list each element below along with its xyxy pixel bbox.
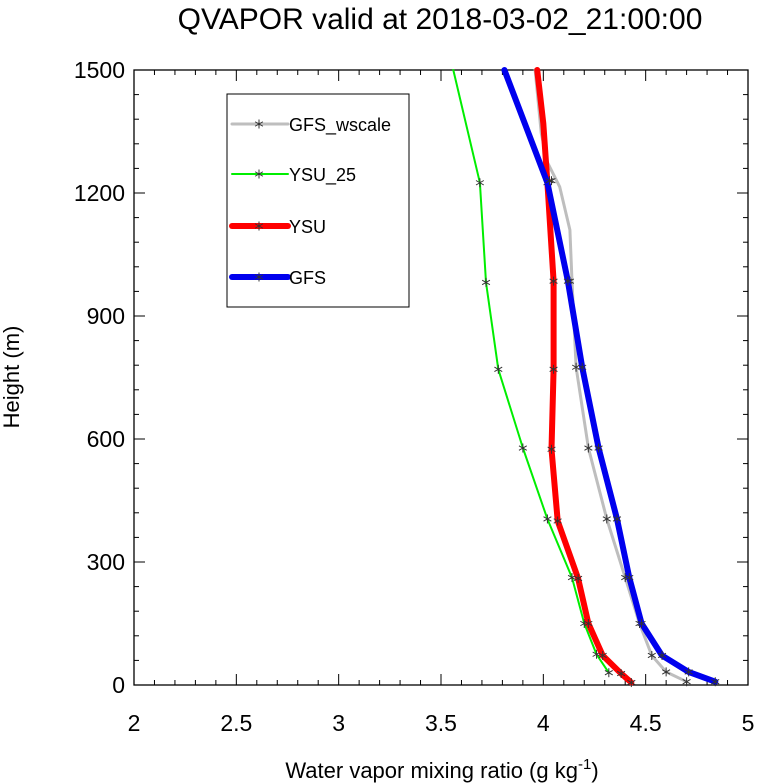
series-marker-gfs <box>711 677 720 687</box>
legend-marker <box>254 169 264 179</box>
x-axis-label-superscript: -1 <box>578 756 591 773</box>
x-tick-label: 4 <box>537 710 550 736</box>
x-axis-label-tail: ) <box>591 758 598 783</box>
series-marker-gfs <box>625 573 634 583</box>
series-marker-gfs-wscale <box>647 650 656 660</box>
series-marker-ysu-25 <box>481 277 491 287</box>
x-axis-label: Water vapor mixing ratio (g kg-1) <box>285 756 598 783</box>
legend-label: YSU <box>289 217 326 237</box>
x-axis-label-main: Water vapor mixing ratio (g kg <box>285 758 578 783</box>
series-marker-gfs-wscale <box>661 667 671 677</box>
axis-tick-labels: 2 2.5 3 3.5 4 4.5 5 0 300 600 900 1200 1500 <box>74 57 755 736</box>
series-marker-gfs <box>545 176 554 186</box>
y-tick-label: 900 <box>87 303 125 329</box>
plot-area <box>133 69 749 686</box>
x-tick-label: 2 <box>128 710 141 736</box>
series-marker-ysu <box>598 650 607 660</box>
axis-ticks <box>133 69 749 686</box>
series-marker-gfs <box>684 667 693 677</box>
legend-label: GFS <box>289 268 326 288</box>
series-line-gfs-wscale <box>533 68 689 684</box>
series-marker-ysu <box>627 678 636 688</box>
legend-box <box>226 93 410 308</box>
series-ysu-25 <box>452 69 613 678</box>
legend-item-ysu-25: YSU_25 <box>231 165 356 186</box>
series-marker-ysu-25 <box>475 178 485 188</box>
legend-marker <box>254 221 264 231</box>
series-marker-ysu <box>573 573 583 583</box>
y-axis-label: Height (m) <box>0 326 24 429</box>
series-marker-gfs <box>594 443 603 453</box>
series-marker-gfs <box>657 650 667 660</box>
chart-title: QVAPOR valid at 2018-03-02_21:00:00 <box>178 3 703 36</box>
legend-marker <box>254 119 264 129</box>
x-tick-label: 2.5 <box>220 710 252 736</box>
legend-label: GFS_wscale <box>289 115 391 136</box>
x-tick-label: 4.5 <box>630 710 662 736</box>
series-marker-gfs-wscale <box>602 514 611 524</box>
series-marker-ysu <box>584 619 593 628</box>
series-gfs-wscale <box>533 68 691 687</box>
y-tick-label: 1200 <box>74 180 125 206</box>
plot-frame <box>133 69 749 686</box>
y-tick-label: 1500 <box>74 57 125 83</box>
y-tick-label: 0 <box>112 672 125 698</box>
series-marker-gfs <box>563 276 573 286</box>
series-marker-ysu <box>553 516 562 526</box>
series-marker-gfs <box>578 362 587 372</box>
x-tick-label: 3 <box>332 710 345 736</box>
legend: GFS_wscale YSU_25 YSU GFS <box>226 93 410 308</box>
legend-marker <box>254 272 264 282</box>
y-tick-label: 300 <box>87 549 125 575</box>
x-tick-label: 5 <box>742 710 755 736</box>
legend-item-gfs-wscale: GFS_wscale <box>230 115 391 136</box>
y-tick-label: 600 <box>87 426 125 452</box>
series-marker-ysu <box>616 669 626 679</box>
series-marker-gfs-wscale <box>584 443 593 453</box>
legend-item-ysu: YSU <box>229 217 326 237</box>
series-marker-ysu-25 <box>604 668 613 678</box>
legend-label: YSU_25 <box>289 165 356 186</box>
series-marker-gfs-wscale <box>682 677 691 687</box>
series-marker-ysu-25 <box>494 364 503 374</box>
series-marker-ysu <box>549 364 558 374</box>
series-marker-gfs <box>637 619 646 628</box>
series-marker-ysu <box>547 444 556 454</box>
x-tick-label: 3.5 <box>425 710 457 736</box>
series-marker-ysu <box>549 276 558 286</box>
legend-item-gfs: GFS <box>229 268 326 288</box>
series-line-ysu-25 <box>452 69 610 674</box>
series-marker-ysu-25 <box>518 443 528 453</box>
series-layer <box>452 67 720 688</box>
series-marker-ysu-25 <box>543 514 552 524</box>
series-gfs <box>501 67 720 687</box>
series-marker-gfs <box>612 514 622 524</box>
series-line-gfs <box>501 67 719 685</box>
